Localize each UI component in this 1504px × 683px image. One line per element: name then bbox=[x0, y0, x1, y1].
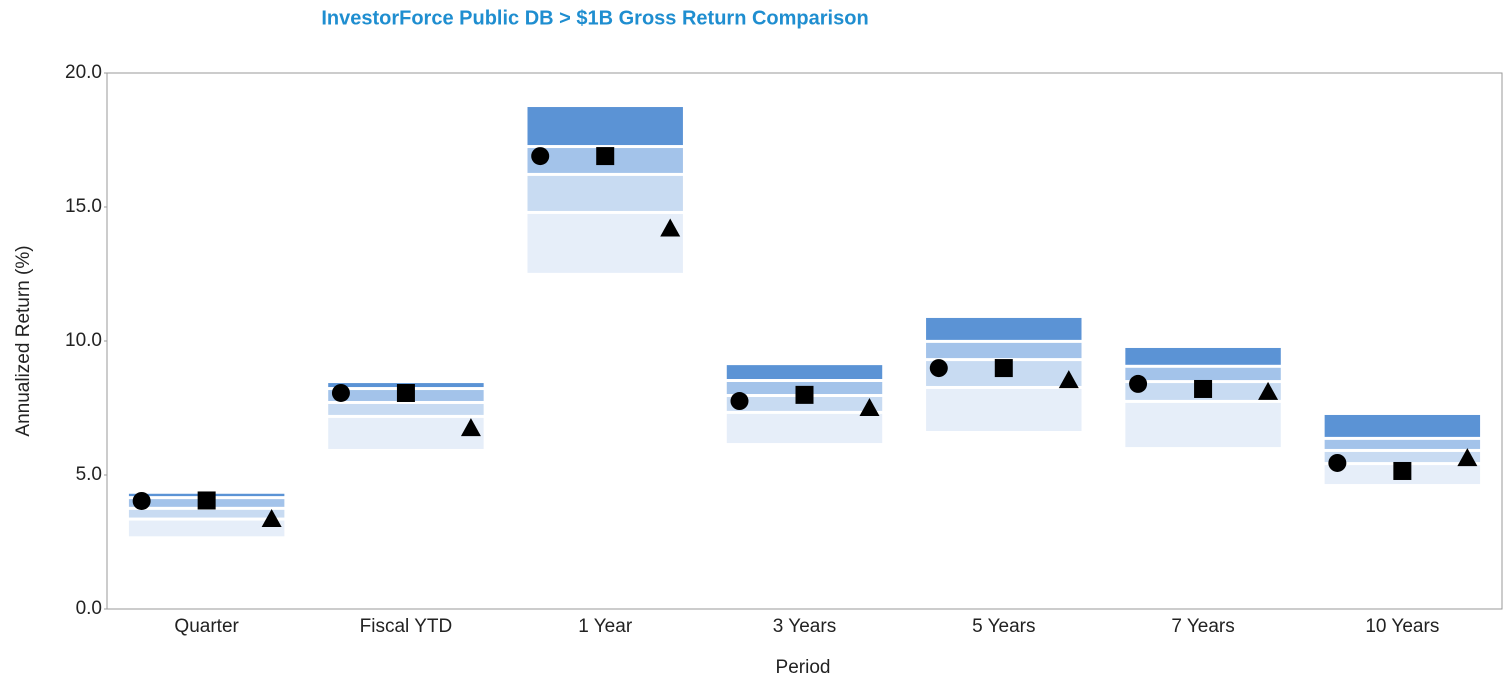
x-tick-label: Quarter bbox=[174, 616, 239, 637]
marker bbox=[1194, 379, 1213, 398]
marker bbox=[929, 359, 948, 378]
marker bbox=[660, 218, 681, 237]
x-tick-label: 10 Years bbox=[1365, 616, 1439, 637]
chart-title: InvestorForce Public DB > $1B Gross Retu… bbox=[321, 7, 868, 29]
x-tick-label: 1 Year bbox=[578, 616, 633, 637]
marker bbox=[994, 359, 1013, 378]
x-tick-label: Fiscal YTD bbox=[360, 616, 453, 637]
percentile-band bbox=[1324, 451, 1481, 463]
x-axis-label: Period bbox=[776, 657, 831, 678]
percentile-band bbox=[726, 397, 883, 411]
y-tick-label: 15.0 bbox=[65, 196, 102, 217]
marker bbox=[396, 383, 415, 402]
marker bbox=[859, 398, 880, 416]
marker bbox=[197, 491, 216, 510]
percentile-band bbox=[328, 417, 484, 449]
y-tick-label: 5.0 bbox=[76, 464, 102, 485]
percentile-band bbox=[328, 403, 484, 415]
marker bbox=[596, 147, 615, 166]
percentile-band bbox=[527, 175, 683, 211]
percentile-band bbox=[128, 520, 285, 537]
percentile-band bbox=[527, 107, 683, 146]
percentile-band bbox=[1125, 347, 1281, 365]
y-axis-label: Annualized Return (%) bbox=[13, 245, 34, 436]
marker bbox=[1328, 453, 1347, 472]
plot-frame bbox=[106, 72, 1503, 610]
marker bbox=[795, 385, 814, 404]
y-tick-label: 20.0 bbox=[65, 62, 102, 83]
percentile-band bbox=[128, 509, 285, 518]
marker bbox=[132, 491, 151, 510]
x-tick-label: 5 Years bbox=[972, 616, 1035, 637]
marker bbox=[1393, 461, 1412, 480]
x-tick-label: 7 Years bbox=[1171, 616, 1234, 637]
percentile-band bbox=[1324, 414, 1481, 437]
percentile-band bbox=[926, 342, 1082, 359]
marker bbox=[730, 392, 749, 411]
marker bbox=[331, 383, 350, 402]
marker bbox=[1457, 448, 1478, 467]
marker bbox=[1058, 370, 1079, 389]
percentile-band bbox=[726, 413, 883, 444]
marker bbox=[1258, 381, 1279, 400]
x-tick-label: 3 Years bbox=[773, 616, 836, 637]
y-tick-label: 10.0 bbox=[65, 330, 102, 351]
marker bbox=[460, 418, 481, 437]
percentile-band bbox=[527, 213, 683, 273]
marker bbox=[261, 508, 282, 527]
percentile-band bbox=[1125, 402, 1281, 448]
y-tick-label: 0.0 bbox=[76, 598, 102, 619]
marker bbox=[531, 147, 550, 166]
percentile-band bbox=[926, 388, 1082, 431]
percentile-band bbox=[1324, 439, 1481, 449]
marker bbox=[1129, 374, 1148, 393]
percentile-band bbox=[726, 365, 883, 380]
percentile-band bbox=[926, 317, 1082, 340]
percentile-band bbox=[1125, 367, 1281, 381]
